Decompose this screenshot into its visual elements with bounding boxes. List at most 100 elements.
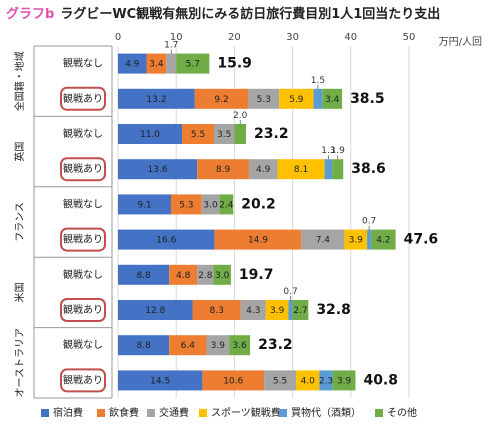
bar-segment-2 (197, 159, 249, 180)
segment-value-label: 5.9 (289, 95, 304, 105)
unit-label: 万円/人回 (439, 36, 482, 48)
segment-value-label: 3.9 (270, 306, 285, 316)
group-label: フランス (14, 202, 26, 242)
bar-segment-3 (248, 88, 280, 109)
segment-value-label: 5.3 (179, 200, 193, 210)
bar-segment-6 (332, 159, 344, 180)
bar-segment-1 (118, 124, 183, 144)
group-label: 全国籍・地域 (13, 51, 26, 111)
segment-value-label: 3.9 (337, 376, 352, 386)
segment-value-label: 6.4 (181, 341, 196, 351)
segment-value-label: 12.8 (145, 306, 165, 316)
segment-value-label: 5.5 (273, 376, 287, 386)
bar-segment-2 (170, 194, 202, 215)
bar-segment-3 (206, 335, 230, 356)
bar-segment-1 (118, 370, 203, 391)
segment-value-label: 2.0 (233, 111, 248, 121)
bar-segment-6 (292, 300, 309, 320)
segment-value-label: 9.1 (137, 200, 151, 210)
bar-segment-6 (371, 229, 396, 250)
bar-segment-3 (197, 264, 214, 285)
bar-segment-5 (324, 159, 333, 180)
segment-value-label: 3.4 (149, 60, 164, 70)
bar-segment-1 (118, 53, 147, 74)
segment-value-label: 3.9 (211, 341, 226, 351)
legend-swatch (375, 409, 383, 417)
segment-value-label: 2.3 (319, 376, 333, 386)
segment-value-label: 3.5 (217, 130, 231, 140)
bar-segment-3 (166, 53, 177, 74)
bar-segment-4 (277, 159, 325, 180)
x-tick-label: 50 (403, 32, 416, 43)
bar-segment-5 (319, 370, 333, 391)
x-tick-label: 10 (170, 32, 183, 43)
legend-swatch (147, 409, 155, 417)
segment-value-label: 5.7 (186, 60, 200, 70)
bar-segment-5 (313, 88, 323, 109)
total-label: 20.2 (241, 196, 276, 212)
highlight-box (60, 157, 106, 182)
bar-segment-6 (229, 335, 251, 356)
bar-segment-1 (118, 229, 215, 250)
legend-swatch (41, 409, 49, 417)
total-label: 23.2 (254, 126, 289, 142)
bar-segment-2 (146, 53, 167, 74)
segment-value-label: 1.3 (321, 146, 335, 156)
bar-segment-1 (118, 194, 171, 215)
total-label: 38.6 (351, 161, 386, 177)
legend-entry: スポーツ観戦費 (211, 406, 281, 419)
row-label: 観戦あり (63, 233, 103, 246)
highlight-box (60, 298, 106, 322)
bar-segment-1 (118, 88, 195, 109)
legend-entry: 交通費 (159, 406, 189, 419)
bar-segment-1 (118, 159, 198, 180)
segment-value-label: 9.2 (214, 95, 228, 105)
total-label: 23.2 (258, 337, 293, 353)
segment-value-label: 1.9 (331, 146, 346, 156)
bar-segment-4 (296, 370, 320, 391)
legend-swatch (199, 409, 207, 417)
segment-value-label: 7.4 (316, 236, 331, 246)
segment-value-label: 3.0 (203, 200, 218, 210)
legend-swatch (97, 409, 105, 417)
total-label: 40.8 (363, 372, 398, 388)
total-label: 38.5 (350, 91, 385, 107)
bar-segment-6 (234, 124, 247, 144)
bar-segment-6 (176, 53, 210, 74)
segment-value-label: 10.6 (223, 376, 243, 386)
chart-title: グラフb ラグビーWC観戦有無別にみる訪日旅行費目別1人1回当たり支出 (6, 3, 440, 27)
segment-value-label: 4.2 (376, 236, 390, 246)
segment-value-label: 8.1 (294, 165, 308, 175)
bar-segment-2 (182, 124, 215, 144)
bar-segment-2 (169, 264, 198, 285)
legend-entry: 宿泊費 (53, 406, 83, 419)
bar-segment-4 (265, 300, 289, 320)
segment-value-label: 0.7 (362, 217, 376, 227)
bar-segment-3 (264, 370, 297, 391)
highlight-box (60, 227, 106, 252)
segment-value-label: 0.7 (283, 287, 297, 297)
bar-segment-2 (194, 88, 249, 109)
bar-segment-3 (201, 194, 220, 215)
bar-segment-3 (301, 229, 345, 250)
row-label: 観戦なし (63, 268, 103, 281)
segment-value-label: 3.9 (349, 236, 364, 246)
row-label: 観戦なし (63, 197, 103, 210)
bar-segment-6 (219, 194, 234, 215)
segment-value-label: 8.8 (136, 271, 151, 281)
bar-segment-2 (214, 229, 302, 250)
segment-value-label: 4.0 (301, 376, 316, 386)
segment-value-label: 1.5 (311, 76, 325, 86)
x-tick-label: 40 (344, 32, 357, 43)
group-label: 英国 (13, 142, 26, 162)
bar-segment-4 (279, 88, 314, 109)
row-label: 観戦なし (63, 57, 103, 70)
segment-value-label: 4.9 (125, 60, 140, 70)
segment-value-label: 8.8 (136, 341, 151, 351)
bar-segment-3 (248, 159, 278, 180)
segment-value-label: 1.7 (164, 41, 178, 51)
bar-segment-4 (344, 229, 368, 250)
total-label: 15.9 (217, 56, 252, 72)
segment-value-label: 14.5 (150, 376, 170, 386)
